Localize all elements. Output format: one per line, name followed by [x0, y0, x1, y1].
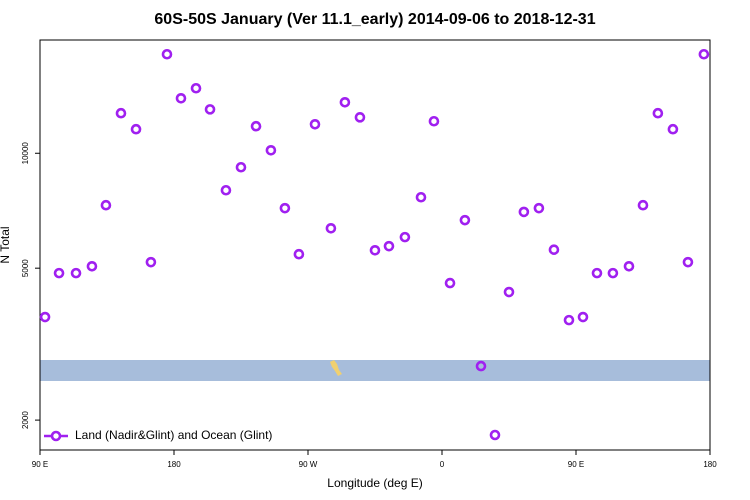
point [667, 123, 679, 135]
point [518, 206, 530, 218]
point [145, 256, 157, 268]
point [220, 184, 232, 196]
point [339, 96, 351, 108]
point [503, 286, 515, 298]
point [444, 277, 456, 289]
point [70, 267, 82, 279]
point [100, 199, 112, 211]
point [265, 144, 277, 156]
point [279, 202, 291, 214]
point [577, 311, 589, 323]
point [309, 118, 321, 130]
point [235, 161, 247, 173]
y-tick-label: 5000 [21, 259, 30, 277]
point [86, 260, 98, 272]
point [623, 260, 635, 272]
point [533, 202, 545, 214]
point [161, 48, 173, 60]
point [607, 267, 619, 279]
y-tick-label: 10000 [21, 142, 30, 165]
land-patch [330, 360, 342, 376]
x-tick-label: 90 W [299, 460, 318, 469]
legend-label: Land (Nadir&Glint) and Ocean (Glint) [75, 428, 272, 442]
x-tick-label: 180 [703, 460, 717, 469]
point [130, 123, 142, 135]
x-tick-label: 90 E [568, 460, 584, 469]
point [175, 93, 187, 104]
point [250, 120, 262, 132]
point [354, 112, 366, 123]
point [698, 48, 710, 60]
point [204, 104, 216, 115]
point [591, 267, 603, 279]
y-tick-label: 2000 [21, 411, 30, 429]
legend-marker [50, 430, 62, 442]
point [652, 107, 664, 119]
point [637, 199, 649, 211]
point [190, 82, 202, 94]
point [115, 107, 127, 119]
point [563, 314, 575, 326]
point [383, 240, 395, 252]
land-band [40, 360, 710, 381]
x-tick-label: 90 E [32, 460, 48, 469]
x-tick-label: 180 [167, 460, 181, 469]
point [369, 244, 381, 256]
point [682, 256, 694, 268]
point [415, 191, 427, 203]
x-axis-label: Longitude (deg E) [327, 476, 422, 490]
point [53, 267, 65, 279]
y-axis-label: N Total [0, 226, 12, 263]
chart-title: 60S-50S January (Ver 11.1_early) 2014-09… [154, 11, 595, 28]
point [459, 214, 471, 226]
point [489, 429, 501, 441]
point [325, 222, 337, 234]
plot-frame [39, 39, 711, 451]
point [293, 248, 305, 260]
point [399, 231, 411, 243]
point [39, 311, 51, 323]
point [428, 115, 440, 127]
point [548, 244, 560, 255]
x-tick-label: 0 [440, 460, 445, 469]
point [475, 360, 487, 372]
